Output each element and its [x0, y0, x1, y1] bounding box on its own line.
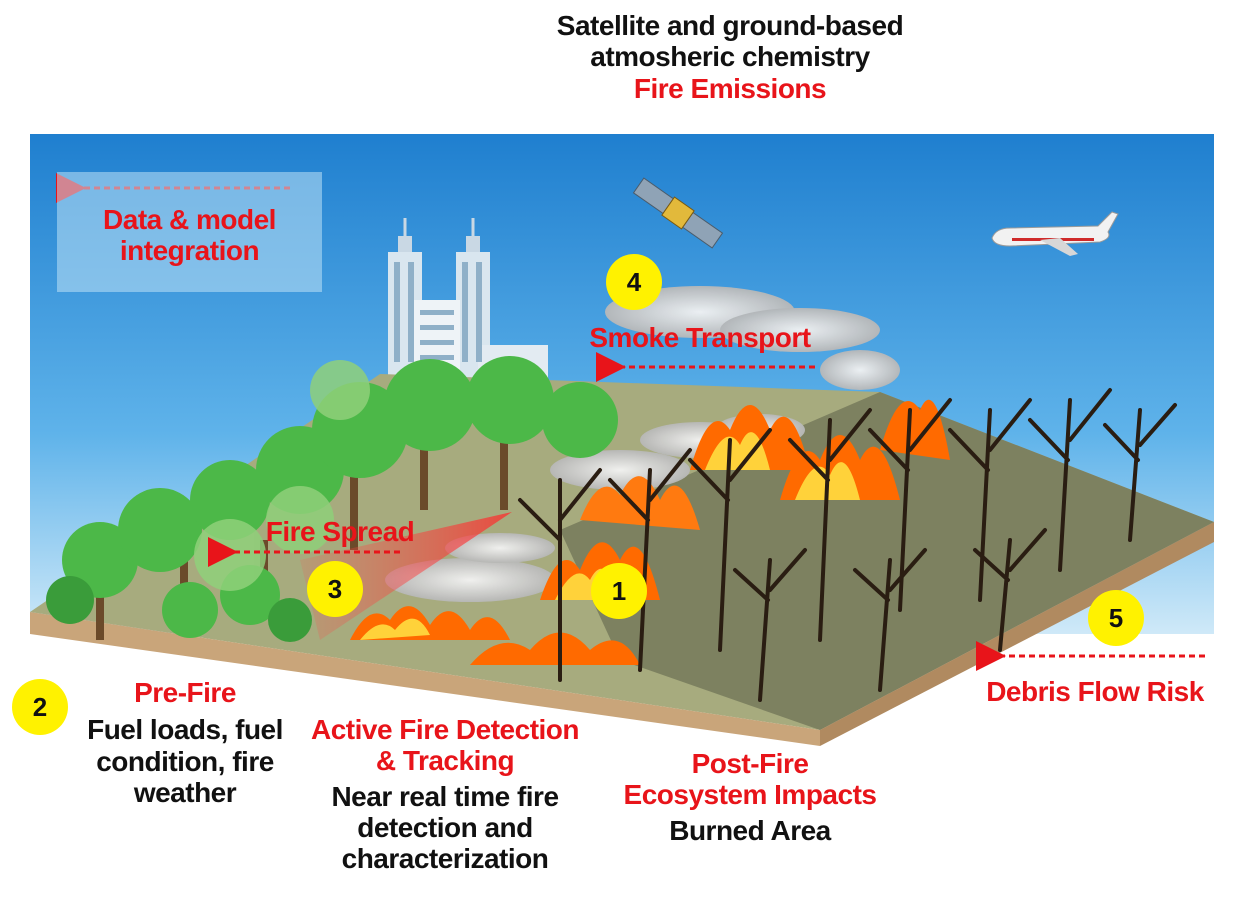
- post-fire-title2: Ecosystem Impacts: [623, 779, 877, 811]
- header-line2: atmosheric chemistry: [590, 41, 870, 73]
- ground-side-right: [820, 522, 1214, 746]
- integration-label: Data & model integration: [57, 204, 322, 267]
- integration-line2: integration: [119, 235, 260, 267]
- active-fire-line2: detection and: [357, 812, 533, 844]
- post-fire-label: Post-Fire Ecosystem Impacts Burned Area: [600, 748, 900, 846]
- pre-fire-label: Pre-Fire Fuel loads, fuel condition, fir…: [50, 677, 320, 808]
- ground-side-left: [30, 612, 820, 746]
- active-fire-label: Active Fire Detection & Tracking Near re…: [300, 714, 590, 875]
- active-fire-title1: Active Fire Detection: [310, 714, 580, 745]
- data-model-integration-box: [57, 172, 322, 292]
- tree-icons: [46, 356, 618, 642]
- active-fire-title2: & Tracking: [375, 745, 515, 777]
- active-fire-line3: characterization: [341, 843, 549, 875]
- pre-fire-title: Pre-Fire: [134, 677, 236, 708]
- badge-3: 3: [307, 561, 363, 617]
- flame-icons: [350, 399, 950, 665]
- satellite-icon: [632, 177, 724, 249]
- post-fire-title1: Post-Fire: [691, 748, 809, 779]
- badge-4: 4: [606, 254, 662, 310]
- header-fire-emissions: Fire Emissions: [633, 72, 827, 104]
- header-line1: Satellite and ground-based: [556, 10, 904, 41]
- smoke-transport-label: Smoke Transport: [589, 322, 811, 353]
- badge-2: 2: [12, 679, 68, 735]
- pre-fire-line2: condition, fire weather: [96, 745, 274, 809]
- badge-1: 1: [591, 563, 647, 619]
- debris-flow-label: Debris Flow Risk: [986, 676, 1204, 707]
- integration-line1: Data & model: [103, 204, 276, 235]
- dark-tree-icons: [518, 388, 1177, 702]
- header-label: Satellite and ground-based atmosheric ch…: [470, 10, 990, 104]
- pre-fire-line1: Fuel loads, fuel: [87, 714, 283, 746]
- burned-ground: [560, 392, 1214, 730]
- badge-5: 5: [1088, 590, 1144, 646]
- airplane-icon: [991, 211, 1119, 256]
- fire-spread-label: Fire Spread: [265, 516, 415, 547]
- city-buildings-icon: [388, 218, 548, 385]
- active-fire-line1: Near real time fire: [331, 780, 559, 812]
- post-fire-line1: Burned Area: [669, 814, 831, 846]
